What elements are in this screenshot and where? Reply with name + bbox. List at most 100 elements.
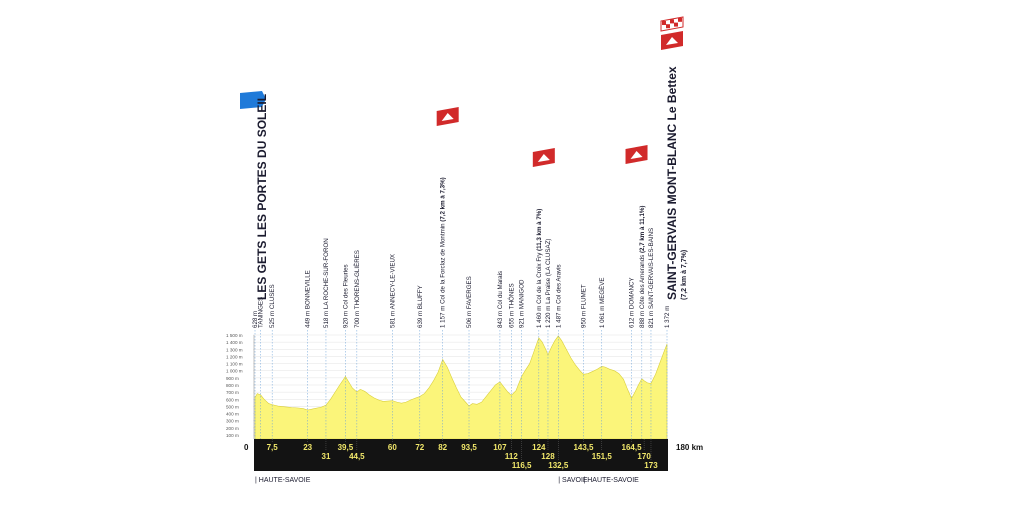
waypoint-label-text: 655 m THÔNES [508,283,515,328]
waypoint-label-text: 506 m FAVERGES [466,276,473,328]
waypoint-label: 1 220 m La Praise (LA CLUSAZ) [545,239,552,328]
waypoint-label-text: 843 m Col du Marais [497,271,504,328]
finish-check [674,22,678,27]
waypoint-label: 821 m SAINT-GERVAIS-LES-BAINS [648,228,655,328]
y-tick-label: 1 100 m [226,362,243,367]
y-axis-ticks: 100 m 200 m 300 m 400 m 500 m 600 m 700 m 800 m… [226,333,255,439]
waypoint-label-text: 1 372 m [664,306,671,328]
waypoint-label: 612 m DOMANCY [629,277,636,328]
waypoint-label: 581 m ANNECY-LE-VIEUX [389,254,396,328]
y-tick-label: 400 m [226,412,239,417]
waypoint-label: 506 m FAVERGES [466,276,473,328]
waypoint-label: 920 m Col des Fleuries [342,264,349,328]
mountain-icon [666,37,678,45]
waypoint-label-text: 821 m SAINT-GERVAIS-LES-BAINS [648,228,655,328]
y-tick-label: 800 m [226,383,239,388]
km-start-label: 0 [244,443,249,452]
mountain-icon [630,151,643,159]
km-tick-label: 7,5 [267,443,279,452]
km-tick-label: 112 [505,452,518,461]
km-band-background [254,439,668,471]
waypoint-label: 1 460 m Col de la Croix Fry (11,3 km à 7… [536,209,543,328]
km-tick-label: 44,5 [349,452,365,461]
waypoint-label: TANINGES [258,297,265,328]
waypoint-label: 525 m CLUSES [269,284,276,328]
waypoint-label: 1 372 m [664,306,671,328]
y-tick-label: 1 000 m [226,369,243,374]
waypoint-label-text: 700 m THORENS-GLIÈRES [354,250,361,328]
waypoint-label: 655 m THÔNES [508,283,515,328]
start-flag-icon [240,91,266,109]
finish-town-label: SAINT-GERVAIS MONT-BLANC Le Bettex [665,66,679,300]
km-tick-label: 128 [541,452,555,461]
waypoint-label: 700 m THORENS-GLIÈRES [354,250,361,328]
climb-stats: (11,3 km à 7%) [536,209,543,253]
waypoint-label: 921 m MANIGOD [519,279,526,328]
waypoint-label-text: 1 487 m Col des Aravis [555,264,562,328]
km-tick-label: 151,5 [592,452,613,461]
waypoint-label: 1 061 m MEGÈVE [599,277,606,328]
km-tick-label: 23 [303,443,312,452]
region-label: | SAVOIE [558,477,588,484]
y-tick-label: 1 200 m [226,354,243,359]
km-tick-label: 60 [388,443,397,452]
start-finish-labels: LES GETS LES PORTES DU SOLEIL SAINT-GERVA… [255,66,688,300]
km-tick-label: 164,5 [622,443,643,452]
y-tick-label: 200 m [226,426,239,431]
waypoint-label: 518 m LA ROCHE-SUR-FORON [323,238,330,328]
y-tick-label: 500 m [226,404,239,409]
waypoint-label-text: 581 m ANNECY-LE-VIEUX [389,254,396,328]
waypoint-label-text: 888 m Côte des Amerands [639,255,646,328]
km-tick-label: 93,5 [461,443,477,452]
profile-fill [254,335,668,440]
waypoint-label-text: 1 220 m La Praise (LA CLUSAZ) [545,239,552,328]
y-tick-label: 100 m [226,433,239,438]
finish-check [670,19,674,24]
region-labels: | HAUTE-SAVOIE | SAVOIE| HAUTE-SAVOIE [255,477,639,484]
climb-stats: (2,7 km à 11,1%) [639,206,646,255]
km-end-label: 180 km [676,443,703,452]
waypoint-label: 950 m FLUMET [581,284,588,328]
y-tick-label: 600 m [226,397,239,402]
waypoint-label-text: 921 m MANIGOD [519,279,526,328]
finish-climb-stats: (7,2 km à 7,7%) [681,250,688,300]
km-tick-label: 31 [322,452,331,461]
waypoint-label-text: 525 m CLUSES [269,284,276,328]
waypoint-label-text: 1 157 m Col de la Forclaz de Montmin [440,223,447,328]
km-tick-label: 173 [644,461,658,470]
waypoint-label-text: 920 m Col des Fleuries [342,264,349,328]
km-tick-label: 170 [637,452,651,461]
mountain-icon [537,154,550,162]
km-tick-label: 143,5 [573,443,594,452]
climb-markers [240,16,684,167]
km-tick-label: 124 [532,443,546,452]
km-tick-label: 132,5 [548,461,569,470]
waypoint-label-text: TANINGES [258,297,265,328]
finish-check [678,17,682,22]
km-tick-label: 107 [493,443,507,452]
waypoint-label-text: 612 m DOMANCY [629,277,636,328]
waypoint-label: 843 m Col du Marais [497,271,504,328]
y-tick-label: 700 m [226,390,239,395]
region-label: | HAUTE-SAVOIE [583,477,639,484]
waypoint-label: 1 157 m Col de la Forclaz de Montmin (7,… [440,177,447,328]
km-tick-label: 82 [438,443,447,452]
finish-check [662,21,666,25]
km-tick-label: 116,5 [512,461,532,470]
waypoint-label: 628 m [252,311,259,328]
profile-area [254,335,668,440]
waypoint-label-text: 1 460 m Col de la Croix Fry [536,252,543,328]
waypoint-label-text: 950 m FLUMET [581,284,588,328]
start-town-label: LES GETS LES PORTES DU SOLEIL [255,94,269,300]
waypoint-label-text: 1 061 m MEGÈVE [599,277,606,328]
waypoint-guides [254,330,668,439]
y-tick-label: 1 500 m [226,333,243,338]
waypoint-label-text: 518 m LA ROCHE-SUR-FORON [323,238,330,328]
y-tick-label: 1 300 m [226,347,243,352]
waypoint-label: 639 m BLUFFY [417,285,424,328]
region-label: | HAUTE-SAVOIE [255,477,311,484]
